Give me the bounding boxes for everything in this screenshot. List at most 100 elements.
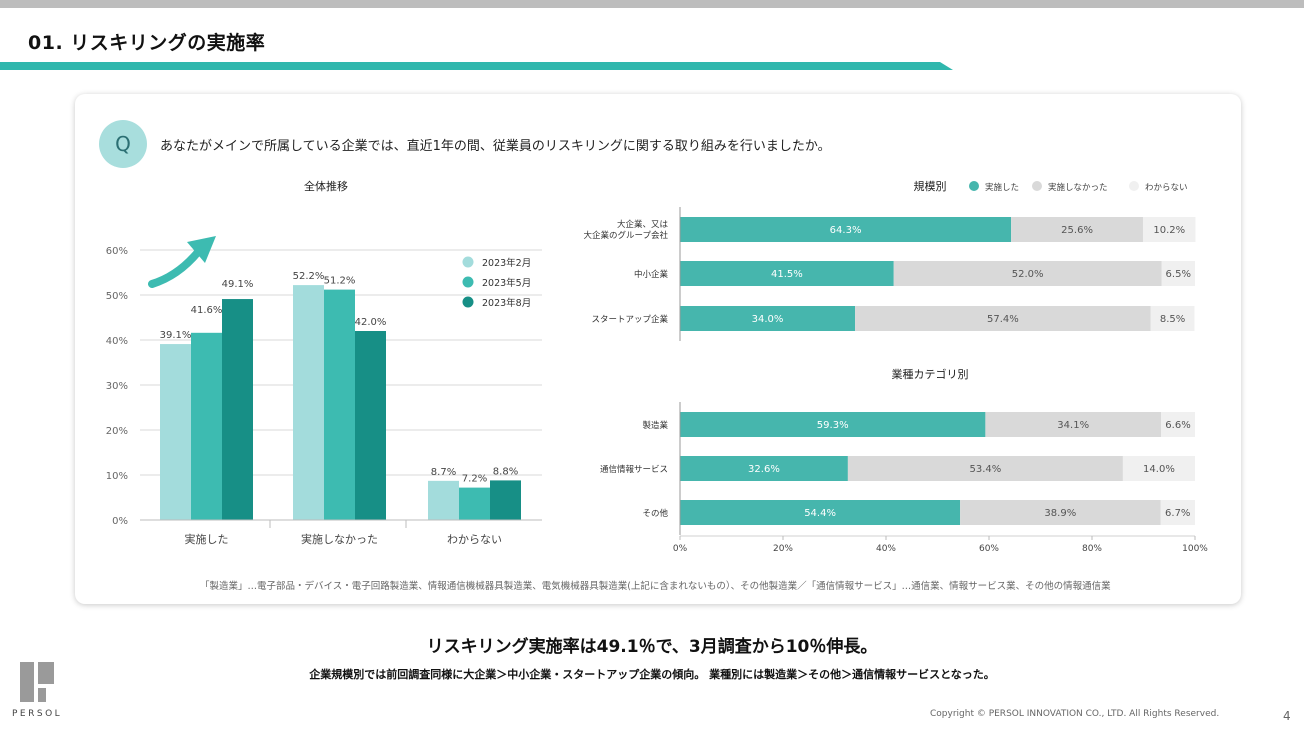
size-legend-label: わからない (1145, 183, 1188, 193)
y-tick-label: 20% (106, 426, 128, 437)
x-tick-label: 40% (876, 544, 896, 554)
bar-1-0 (293, 285, 324, 520)
industry-segment (985, 412, 1162, 437)
bar-value-label: 8.8% (493, 466, 518, 477)
top-accent-strip (0, 0, 1304, 8)
industry-segment-label: 38.9% (1044, 508, 1076, 519)
size-legend-marker (969, 181, 979, 191)
industry-segment (1122, 456, 1195, 481)
size-segment-label: 10.2% (1153, 225, 1185, 236)
industry-category-label: 製造業 (642, 420, 668, 431)
bar-1-2 (355, 331, 386, 520)
question-text: あなたがメインで所属している企業では、直近1年の間、従業員のリスキリングに関する… (160, 139, 831, 154)
legend-marker (462, 276, 474, 288)
size-segment-label: 52.0% (1012, 269, 1044, 280)
x-category-label: わからない (447, 533, 502, 546)
y-tick-label: 50% (106, 291, 128, 302)
industry-category-label: 通信情報サービス (600, 464, 668, 475)
bar-2-2 (490, 480, 521, 520)
size-legend-marker (1129, 181, 1139, 191)
industry-segment-label: 34.1% (1057, 420, 1089, 431)
size-segment (680, 306, 856, 331)
size-segment (855, 306, 1151, 331)
size-category-label: 大企業、又は (617, 219, 669, 230)
growth-arrowhead-icon (187, 236, 216, 263)
size-legend-label: 実施しなかった (1048, 182, 1108, 193)
bar-value-label: 51.2% (324, 276, 356, 287)
bar-value-label: 42.0% (355, 317, 387, 328)
industry-segment-label: 6.7% (1165, 508, 1190, 519)
industry-segment (960, 500, 1161, 525)
headline: リスキリング実施率は49.1％で、3月調査から10％伸長。 (426, 637, 878, 657)
size-legend-marker (1032, 181, 1042, 191)
x-tick-label: 20% (773, 544, 793, 554)
legend-label: 2023年5月 (482, 277, 531, 289)
slide-title: 01. リスキリングの実施率 (28, 32, 266, 54)
size-segment-label: 8.5% (1160, 314, 1185, 325)
bar-1-1 (324, 289, 355, 520)
size-category-label: 中小企業 (634, 269, 669, 280)
summary-line: 企業規模別では前回調査同様に大企業＞中小企業・スタートアップ企業の傾向。 業種別… (309, 668, 995, 681)
title-underline (0, 62, 953, 70)
bar-value-label: 41.6% (191, 305, 223, 316)
industry-segment (680, 500, 961, 525)
industry-segment (680, 456, 848, 481)
bar-value-label: 39.1% (160, 330, 192, 341)
size-segment (680, 261, 894, 286)
size-segment-label: 34.0% (752, 314, 784, 325)
size-segment-label: 64.3% (830, 225, 862, 236)
bar-0-1 (191, 332, 222, 520)
size-segment (1161, 261, 1195, 286)
footnote: 「製造業」…電子部品・デバイス・電子回路製造業、情報通信機械器具製造業、電気機械… (200, 581, 1111, 592)
size-segment-label: 25.6% (1061, 225, 1093, 236)
industry-segment-label: 53.4% (970, 464, 1002, 475)
y-tick-label: 0% (112, 516, 128, 527)
industry-segment (680, 412, 986, 437)
industry-segment-label: 54.4% (804, 508, 836, 519)
industry-segment-label: 32.6% (748, 464, 780, 475)
size-segment-label: 41.5% (771, 269, 803, 280)
x-tick-label: 80% (1082, 544, 1102, 554)
y-tick-label: 40% (106, 336, 128, 347)
industry-category-label: その他 (642, 508, 668, 519)
legend-marker (462, 296, 474, 308)
chart-title-size: 規模別 (914, 179, 947, 193)
page-number: 4 (1283, 709, 1291, 723)
size-category-label: スタートアップ企業 (591, 314, 668, 325)
x-tick-label: 100% (1182, 544, 1208, 554)
size-category-label: 大企業のグループ会社 (584, 230, 669, 241)
industry-segment (847, 456, 1123, 481)
size-segment (1142, 217, 1196, 242)
legend-label: 2023年2月 (482, 257, 531, 269)
size-segment-label: 6.5% (1166, 269, 1191, 280)
legend-label: 2023年8月 (482, 297, 531, 309)
size-legend-label: 実施した (985, 182, 1019, 193)
x-category-label: 実施した (185, 532, 229, 546)
bar-value-label: 7.2% (462, 474, 487, 485)
charts-canvas: 全体推移 0% 10% 20% 30% 40% 50% 60% 39.1% 41.6% 49.1% 実… (106, 179, 1209, 554)
industry-segment-label: 6.6% (1165, 420, 1190, 431)
bar-2-1 (459, 487, 490, 520)
bar-value-label: 8.7% (431, 467, 456, 478)
copyright: Copyright © PERSOL INNOVATION CO., LTD. … (930, 709, 1220, 719)
industry-segment-label: 59.3% (817, 420, 849, 431)
size-segment (893, 261, 1162, 286)
size-segment (1150, 306, 1195, 331)
bar-0-2 (222, 299, 253, 520)
x-category-label: 実施しなかった (301, 532, 378, 546)
y-tick-label: 10% (106, 471, 128, 482)
size-segment-label: 57.4% (987, 314, 1019, 325)
chart-title-industry: 業種カテゴリ別 (892, 367, 969, 381)
size-segment (1011, 217, 1143, 242)
question-badge: Q (99, 120, 147, 168)
legend-marker (462, 256, 474, 268)
y-tick-label: 60% (106, 246, 128, 257)
bar-0-0 (160, 344, 191, 520)
industry-segment-label: 14.0% (1143, 464, 1175, 475)
industry-segment (1160, 500, 1195, 525)
persol-logo-icon (20, 662, 54, 702)
logo-text: PERSOL (12, 709, 63, 719)
bar-value-label: 49.1% (222, 279, 254, 290)
chart-title-overall: 全体推移 (304, 179, 348, 193)
y-tick-label: 30% (106, 381, 128, 392)
